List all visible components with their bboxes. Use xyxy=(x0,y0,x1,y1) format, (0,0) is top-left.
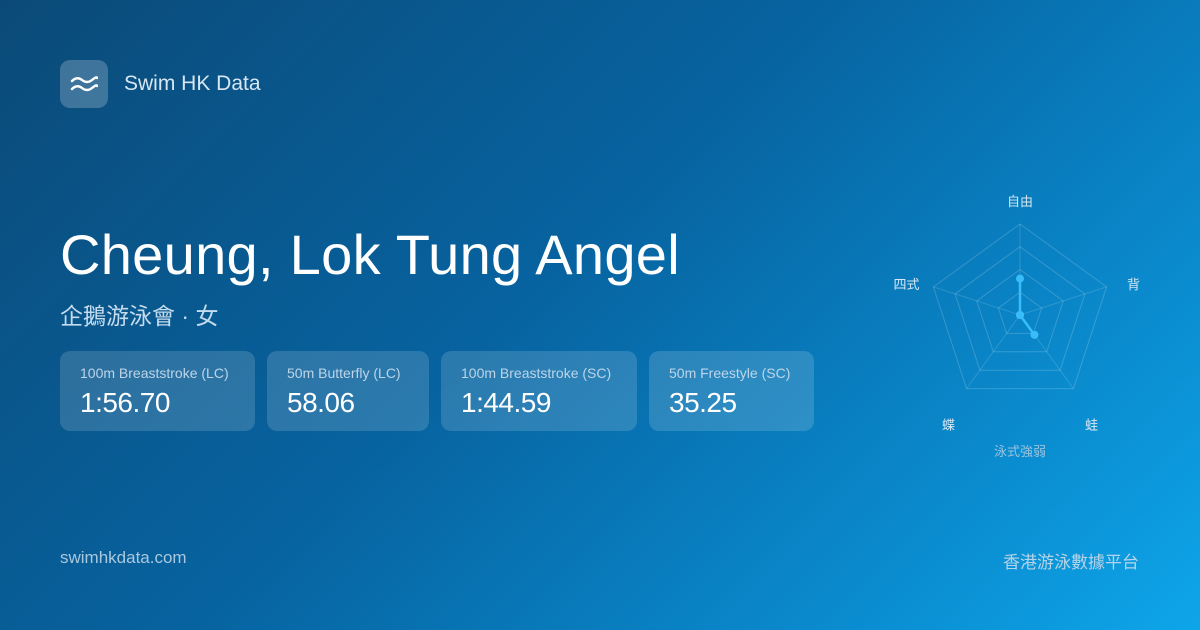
record-time: 1:56.70 xyxy=(80,387,170,418)
record-time: 1:44.59 xyxy=(461,387,551,418)
radar-title: 泳式強弱 xyxy=(994,445,1046,460)
record-event: 100m Breaststroke (LC) xyxy=(80,365,229,381)
record-card: 100m Breaststroke (SC) 1:44.59 xyxy=(441,351,637,431)
radar-series-area xyxy=(1018,277,1036,337)
tagline: 香港游泳數據平台 xyxy=(1003,553,1139,572)
site-url: swimhkdata.com xyxy=(60,548,187,567)
swimmer-subtitle: 企鵝游泳會 · 女 xyxy=(60,303,219,329)
radar-point xyxy=(1030,330,1039,339)
record-cards: 100m Breaststroke (LC) 1:56.70 50m Butte… xyxy=(60,351,814,431)
radar-ring xyxy=(976,268,1064,353)
radar-point xyxy=(1016,274,1024,283)
swimmer-name: Cheung, Lok Tung Angel xyxy=(60,223,680,286)
record-event: 50m Freestyle (SC) xyxy=(669,365,791,381)
record-card: 50m Freestyle (SC) 35.25 xyxy=(649,351,814,431)
radar-ring xyxy=(954,246,1086,371)
record-time: 35.25 xyxy=(669,387,737,418)
radar-spoke xyxy=(966,314,1021,389)
radar-ring xyxy=(997,291,1043,334)
radar-axis-label: 自由 xyxy=(1007,195,1033,210)
radar-spoke xyxy=(1019,286,1107,316)
radar-axis-label: 四式 xyxy=(893,278,919,293)
radar-axis-label: 背 xyxy=(1127,278,1140,293)
radar-point xyxy=(1016,311,1024,319)
radar-axis-label: 蝶 xyxy=(942,419,955,434)
waves-icon xyxy=(70,76,98,92)
record-card: 100m Breaststroke (LC) 1:56.70 xyxy=(60,351,255,431)
record-card: 50m Butterfly (LC) 58.06 xyxy=(267,351,429,431)
record-event: 100m Breaststroke (SC) xyxy=(461,365,612,381)
record-time: 58.06 xyxy=(287,387,355,418)
record-event: 50m Butterfly (LC) xyxy=(287,365,401,381)
brand-name: Swim HK Data xyxy=(124,72,261,95)
logo xyxy=(60,60,108,108)
radar-spoke xyxy=(933,286,1021,316)
radar-ring xyxy=(932,223,1108,390)
radar-axis-label: 蛙 xyxy=(1085,419,1098,434)
